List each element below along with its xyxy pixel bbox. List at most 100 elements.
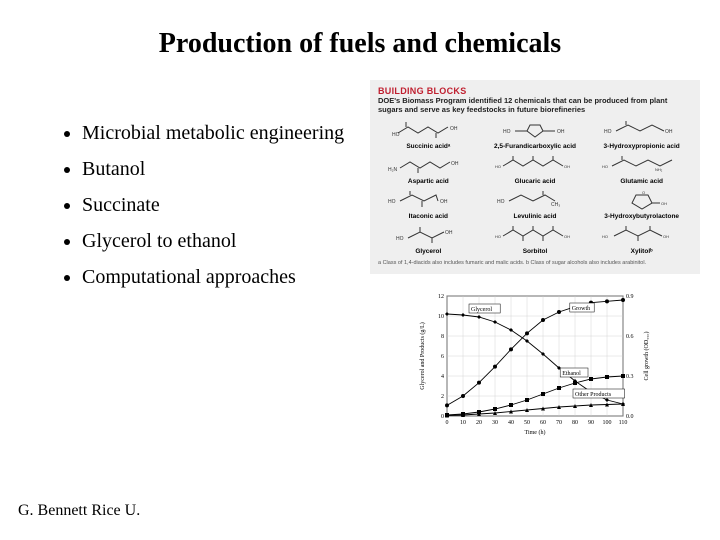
svg-text:Ethanol: Ethanol [562,371,581,377]
svg-text:50: 50 [524,420,530,426]
bullet-item: Microbial metabolic engineering [82,118,350,148]
svg-text:NH₂: NH₂ [655,167,663,172]
svg-text:Other Products: Other Products [575,392,612,398]
attribution: G. Bennett Rice U. [18,502,140,520]
svg-text:H₂N: H₂N [388,167,398,173]
svg-text:OH: OH [557,129,565,135]
svg-text:80: 80 [572,420,578,426]
svg-text:HO: HO [602,164,608,169]
bullet-item: Computational approaches [82,262,350,292]
svg-text:100: 100 [603,420,612,426]
panel-footnote: a Class of 1,4-diacids also includes fum… [378,260,692,266]
chem-structure-icon: HO NH₂ [591,154,692,176]
chem-label: Itaconic acid [378,213,479,220]
svg-text:HO: HO [503,129,511,135]
bullet-item: Succinate [82,190,350,220]
svg-text:OH: OH [564,234,570,239]
chem-label: Succinic acidᵃ [378,143,479,150]
svg-text:HO: HO [392,132,400,138]
chem-cell: HO OH 2,5-Furandicarboxylic acid [485,119,586,150]
chem-label: Glycerol [378,248,479,255]
chem-structure-icon: O OH [591,189,692,211]
chem-cell: HO NH₂ Glutamic acid [591,154,692,185]
svg-text:12: 12 [438,294,444,300]
chem-label: Sorbitol [485,248,586,255]
svg-text:0: 0 [441,414,444,420]
svg-text:4: 4 [441,374,444,380]
content-row: Microbial metabolic engineering Butanol … [0,80,720,443]
chem-structure-icon: H₂N OH [378,154,479,176]
chem-structure-icon: HO OH [591,224,692,246]
svg-text:90: 90 [588,420,594,426]
svg-text:OH: OH [661,201,667,206]
svg-text:60: 60 [540,420,546,426]
chem-label: 3-Hydroxybutyrolactone [591,213,692,220]
chem-label: Levulinic acid [485,213,586,220]
chem-grid: HOOHSuccinic acidᵃHOOH2,5-Furandicarboxy… [378,119,692,255]
svg-text:OH: OH [665,129,673,135]
building-blocks-panel: BUILDING BLOCKS DOE's Biomass Program id… [370,80,700,274]
chem-cell: HO OH 3-Hydroxypropionic acid [591,119,692,150]
svg-text:30: 30 [492,420,498,426]
svg-text:110: 110 [619,420,628,426]
svg-text:Cell growth (OD₅₅₀): Cell growth (OD₅₅₀) [643,332,650,381]
chem-structure-icon: HO OH [485,154,586,176]
chem-structure-icon: HO OH [485,119,586,141]
svg-text:OH: OH [564,164,570,169]
chem-structure-icon: HO OH [591,119,692,141]
bullet-list: Microbial metabolic engineering Butanol … [60,118,350,292]
chem-cell: H₂N OH Aspartic acid [378,154,479,185]
svg-text:70: 70 [556,420,562,426]
svg-text:0: 0 [446,420,449,426]
chem-structure-icon: HOOH [378,189,479,211]
svg-text:0.6: 0.6 [626,334,634,340]
svg-text:0.9: 0.9 [626,294,634,300]
page-title: Production of fuels and chemicals [0,0,720,80]
svg-text:OH: OH [445,230,453,236]
svg-text:HO: HO [497,199,505,205]
svg-text:6: 6 [441,354,444,360]
chem-cell: HO OH Glucaric acid [485,154,586,185]
svg-text:HO: HO [604,129,612,135]
svg-text:10: 10 [460,420,466,426]
chem-label: Glutamic acid [591,178,692,185]
chem-label: Glucaric acid [485,178,586,185]
bullet-item: Butanol [82,154,350,184]
chem-cell: O OH 3-Hydroxybutyrolactone [591,189,692,220]
svg-text:0.0: 0.0 [626,414,634,420]
bullets-column: Microbial metabolic engineering Butanol … [60,80,350,443]
svg-text:Glycerol: Glycerol [471,307,492,313]
svg-text:OH: OH [451,161,459,167]
chem-label: 2,5-Furandicarboxylic acid [485,143,586,150]
svg-text:HO: HO [602,234,608,239]
svg-text:2: 2 [441,394,444,400]
svg-text:O: O [642,190,645,195]
chem-cell: HOOH Itaconic acid [378,189,479,220]
svg-text:Time (h): Time (h) [525,429,546,436]
svg-text:8: 8 [441,334,444,340]
chem-label: Xylitolᵇ [591,248,692,255]
svg-text:Growth: Growth [572,306,590,312]
bullet-item: Glycerol to ethanol [82,226,350,256]
chem-cell: HO CH₃ Levulinic acid [485,189,586,220]
chem-label: 3-Hydroxypropionic acid [591,143,692,150]
chem-cell: HO OH Xylitolᵇ [591,224,692,255]
svg-text:20: 20 [476,420,482,426]
chem-structure-icon: HO OH [378,224,479,246]
chem-cell: HO OH Glycerol [378,224,479,255]
chart-svg: 01020304050607080901001100246810120.00.3… [415,288,655,438]
chem-label: Aspartic acid [378,178,479,185]
panel-title: BUILDING BLOCKS [378,86,692,96]
svg-text:OH: OH [440,199,448,205]
svg-text:Glycerol and Products (g/L): Glycerol and Products (g/L) [419,323,426,390]
svg-text:40: 40 [508,420,514,426]
svg-text:HO: HO [495,234,501,239]
svg-text:HO: HO [495,164,501,169]
chem-structure-icon: HOOH [378,119,479,141]
svg-text:OH: OH [663,234,669,239]
svg-text:CH₃: CH₃ [551,202,560,208]
panel-subtitle: DOE's Biomass Program identified 12 chem… [378,97,692,114]
svg-text:HO: HO [396,236,404,242]
chem-cell: HOOH Succinic acidᵃ [378,119,479,150]
chem-structure-icon: HO OH [485,224,586,246]
